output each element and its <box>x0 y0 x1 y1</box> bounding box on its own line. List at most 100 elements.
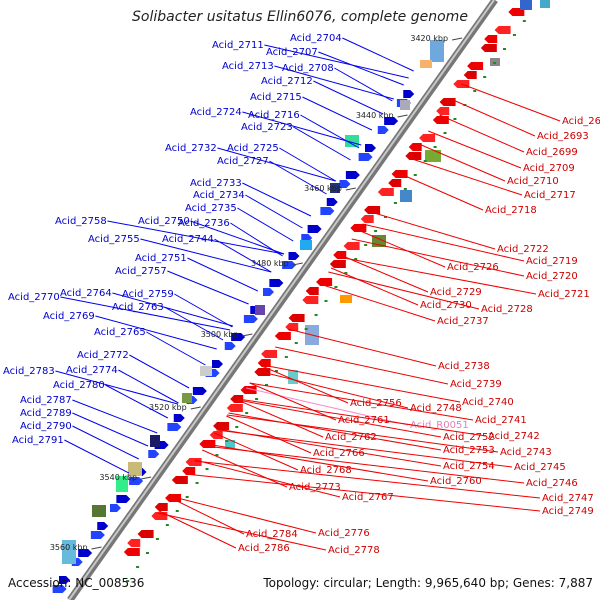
reverse-gene-label[interactable]: Acid_2749 <box>542 506 594 517</box>
forward-gene-label[interactable]: Acid_2713 <box>222 61 274 72</box>
forward-gene-label[interactable]: Acid_2758 <box>55 216 107 227</box>
reverse-gene-label[interactable]: Acid_2762 <box>325 432 377 443</box>
forward-gene-label[interactable]: Acid_2712 <box>261 76 313 87</box>
reverse-gene-label[interactable]: Acid_2743 <box>500 447 552 458</box>
reverse-gene-label[interactable]: Acid_2767 <box>342 492 394 503</box>
summary-text: Topology: circular; Length: 9,965,640 bp… <box>263 576 593 590</box>
forward-gene <box>59 576 70 584</box>
reverse-gene-label[interactable]: Acid_2722 <box>497 244 549 255</box>
reverse-gene-label[interactable]: Acid_2753 <box>443 445 495 456</box>
reverse-gene-label[interactable]: Acid_2784 <box>246 529 298 540</box>
forward-gene-label[interactable]: Acid_2724 <box>190 107 242 118</box>
forward-gene-label[interactable]: Acid_2791 <box>12 435 64 446</box>
forward-gene-label[interactable]: Acid_2704 <box>290 33 342 44</box>
forward-gene-label[interactable]: Acid_2733 <box>190 178 242 189</box>
forward-gene <box>90 531 105 539</box>
reverse-gene-label[interactable]: Acid_2740 <box>462 397 514 408</box>
forward-gene <box>110 504 121 512</box>
forward-gene-label[interactable]: Acid_2770 <box>8 292 60 303</box>
forward-gene <box>52 585 67 593</box>
reverse-gene-label[interactable]: Acid_2720 <box>526 271 578 282</box>
forward-gene <box>224 342 236 350</box>
forward-gene <box>403 90 415 98</box>
reverse-gene-label[interactable]: Acid_2721 <box>538 289 590 300</box>
forward-gene-label[interactable]: Acid_2774 <box>66 365 118 376</box>
reverse-gene-label[interactable]: Acid_2738 <box>438 361 490 372</box>
forward-gene-label[interactable]: Acid_2789 <box>20 408 72 419</box>
forward-gene-label[interactable]: Acid_2764 <box>60 288 112 299</box>
forward-gene <box>167 423 182 431</box>
forward-gene-label[interactable]: Acid_2763 <box>112 302 164 313</box>
forward-gene-label[interactable]: Acid_2734 <box>193 190 245 201</box>
reverse-gene-label[interactable]: Acid_2718 <box>485 205 537 216</box>
reverse-gene-label[interactable]: Acid_2747 <box>542 493 594 504</box>
reverse-gene-label[interactable]: Acid_2719 <box>526 256 578 267</box>
forward-gene-label[interactable]: Acid_2772 <box>77 350 129 361</box>
reverse-gene-label[interactable]: Acid_2768 <box>300 465 352 476</box>
reverse-gene-label[interactable]: Acid_2710 <box>507 176 559 187</box>
forward-gene-label[interactable]: Acid_2708 <box>282 63 334 74</box>
reverse-gene <box>127 539 141 547</box>
reverse-gene-label[interactable]: Acid_2746 <box>526 478 578 489</box>
reverse-gene-label[interactable]: Acid_2717 <box>524 190 576 201</box>
reverse-gene-label[interactable]: Acid_2748 <box>410 403 462 414</box>
forward-gene-label[interactable]: Acid_2780 <box>53 380 105 391</box>
reverse-gene-label[interactable]: Acid_2726 <box>447 262 499 273</box>
reverse-gene <box>343 242 360 250</box>
reverse-gene-label[interactable]: Acid_2742 <box>488 431 540 442</box>
forward-gene-label[interactable]: Acid_2707 <box>266 47 318 58</box>
forward-gene-label[interactable]: Acid_2759 <box>122 289 174 300</box>
forward-gene-label[interactable]: Acid_2716 <box>248 110 300 121</box>
reverse-gene <box>360 215 374 223</box>
reverse-gene <box>484 35 498 43</box>
reverse-gene-label[interactable]: Acid_2692 <box>562 116 600 127</box>
reverse-gene-label[interactable]: Acid_2728 <box>481 304 533 315</box>
reverse-gene-label[interactable]: Acid_2693 <box>537 131 589 142</box>
reverse-gene-label[interactable]: Acid_2766 <box>313 448 365 459</box>
forward-gene-label[interactable]: Acid_2725 <box>227 143 279 154</box>
forward-gene-label[interactable]: Acid_2751 <box>135 253 187 264</box>
forward-gene-label[interactable]: Acid_2736 <box>178 218 230 229</box>
forward-gene-label[interactable]: Acid_2735 <box>185 203 237 214</box>
forward-gene-label[interactable]: Acid_2711 <box>212 40 264 51</box>
forward-gene-label[interactable]: Acid_2755 <box>88 234 140 245</box>
forward-gene-label[interactable]: Acid_2715 <box>250 92 302 103</box>
forward-gene-label[interactable]: Acid_2783 <box>3 366 55 377</box>
forward-gene-label[interactable]: Acid_2732 <box>165 143 217 154</box>
forward-gene-label[interactable]: Acid_2727 <box>217 156 269 167</box>
reverse-gene-label[interactable]: Acid_2786 <box>238 543 290 554</box>
reverse-gene-label[interactable]: Acid_2752 <box>443 432 495 443</box>
cog-block <box>182 393 192 403</box>
forward-gene-label[interactable]: Acid_2787 <box>20 395 72 406</box>
reverse-gene-label[interactable]: Acid_2745 <box>514 462 566 473</box>
forward-gene-label[interactable]: Acid_2744 <box>162 234 214 245</box>
reverse-gene <box>165 494 182 502</box>
reverse-gene-label[interactable]: Acid_2729 <box>430 287 482 298</box>
reverse-gene-label[interactable]: Acid_2778 <box>328 545 380 556</box>
forward-gene <box>307 225 322 233</box>
forward-gene <box>345 171 360 179</box>
reverse-gene-label[interactable]: Acid_2760 <box>430 476 482 487</box>
reverse-gene-label[interactable]: Acid_2761 <box>338 415 390 426</box>
rna-gene-label[interactable]: Acid_R0051 <box>410 420 469 431</box>
forward-gene-label[interactable]: Acid_2765 <box>94 327 146 338</box>
cog-block <box>288 370 298 384</box>
reverse-gene <box>213 422 230 430</box>
forward-gene <box>148 450 160 458</box>
forward-gene-label[interactable]: Acid_2790 <box>20 421 72 432</box>
forward-gene-label[interactable]: Acid_2769 <box>43 311 95 322</box>
forward-gene-label[interactable]: Acid_2757 <box>115 266 167 277</box>
reverse-gene-label[interactable]: Acid_2709 <box>523 163 575 174</box>
reverse-gene-label[interactable]: Acid_2776 <box>318 528 370 539</box>
reverse-gene-label[interactable]: Acid_2730 <box>420 300 472 311</box>
cog-block <box>540 0 550 8</box>
reverse-gene-label[interactable]: Acid_2741 <box>475 415 527 426</box>
reverse-gene-label[interactable]: Acid_2754 <box>443 461 495 472</box>
forward-gene-label[interactable]: Acid_2750 <box>138 216 190 227</box>
reverse-gene-label[interactable]: Acid_2739 <box>450 379 502 390</box>
reverse-gene-label[interactable]: Acid_2699 <box>526 147 578 158</box>
forward-gene-label[interactable]: Acid_2723 <box>241 122 293 133</box>
reverse-gene <box>388 179 402 187</box>
reverse-gene-label[interactable]: Acid_2737 <box>437 316 489 327</box>
